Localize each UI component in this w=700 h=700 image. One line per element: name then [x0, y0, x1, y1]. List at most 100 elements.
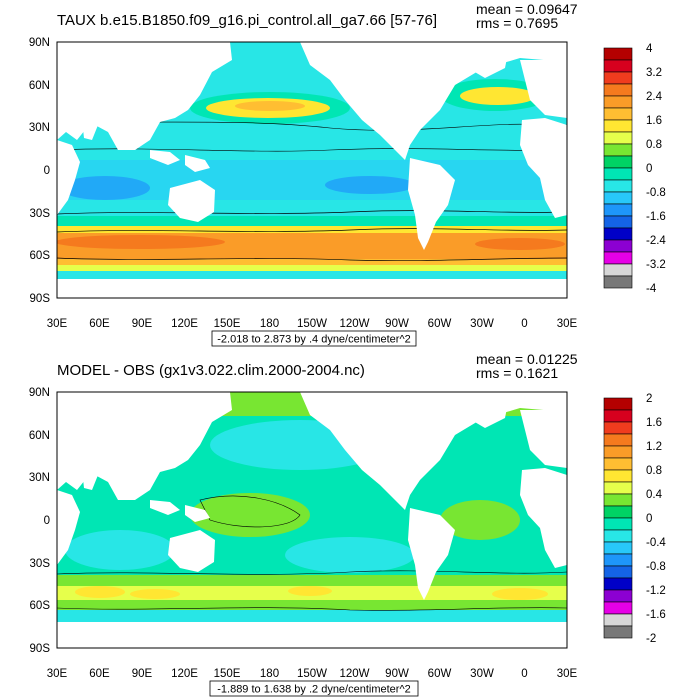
colorbar-swatch: [603, 505, 633, 519]
top-mean-label: mean = 0.09647: [476, 1, 578, 17]
lon-label: 60W: [428, 318, 452, 330]
colorbar-label: -0.8: [646, 561, 666, 573]
lon-label: 60E: [89, 318, 110, 330]
colorbar-label: 1.6: [646, 115, 662, 127]
colorbar-label: 0: [646, 513, 652, 525]
lat-label: 90S: [30, 643, 51, 655]
lon-label: 150E: [214, 668, 241, 680]
lat-label: 0: [44, 515, 50, 527]
bottom-lon-axis: 30E 60E 90E 120E 150E 180 150W 120W 90W …: [47, 668, 578, 680]
top-colorbar: 4 3.2 2.4 1.6 0.8 0 -0.8 -1.6 -2.4 -3.2 -4: [603, 43, 666, 295]
top-land: [57, 42, 567, 250]
colorbar-swatch: [603, 155, 633, 169]
colorbar-swatch: [603, 613, 633, 627]
colorbar-swatch: [603, 167, 633, 181]
lat-label: 60S: [30, 600, 51, 612]
colorbar-swatch: [603, 215, 633, 229]
lat-label: 30N: [29, 122, 50, 134]
colorbar-label: 0: [646, 163, 652, 175]
colorbar-swatch: [603, 541, 633, 555]
colorbar-swatch: [603, 517, 633, 531]
lon-label: 60E: [89, 668, 110, 680]
lon-label: 120E: [171, 318, 198, 330]
colorbar-label: -3.2: [646, 259, 666, 271]
colorbar-swatch: [603, 251, 633, 265]
lon-label: 150E: [214, 318, 241, 330]
colorbar-label: 2.4: [646, 91, 663, 103]
colorbar-swatch: [603, 143, 633, 157]
colorbar-swatch: [603, 107, 633, 121]
lon-label: 150W: [297, 668, 327, 680]
colorbar-swatch: [603, 457, 633, 471]
colorbar-label: -2.4: [646, 235, 666, 247]
top-lat-axis: 90N 60N 30N 0 30S 60S 90S: [29, 37, 50, 305]
top-rms-label: rms = 0.7695: [476, 15, 559, 31]
colorbar-swatch: [603, 191, 633, 205]
lon-label: 0: [521, 318, 527, 330]
bottom-colorbar: 2 1.6 1.2 0.8 0.4 0 -0.4 -0.8 -1.2 -1.6 -2: [603, 393, 666, 645]
lon-label: 30E: [47, 668, 68, 680]
lat-label: 0: [44, 165, 50, 177]
lat-label: 90N: [29, 387, 50, 399]
lon-label: 60W: [428, 668, 452, 680]
colorbar-swatch: [603, 131, 633, 145]
lat-label: 30N: [29, 472, 50, 484]
colorbar-swatch: [603, 263, 633, 277]
top-map-panel: TAUX b.e15.B1850.f09_g16.pi_control.all_…: [29, 1, 666, 347]
bottom-ocean-field: [57, 392, 567, 648]
colorbar-swatch: [603, 481, 633, 495]
top-lon-axis: 30E 60E 90E 120E 150E 180 150W 120W 90W …: [47, 318, 578, 330]
top-subtitle: -2.018 to 2.873 by .4 dyne/centimeter^2: [217, 334, 411, 346]
colorbar-swatch: [603, 203, 633, 217]
colorbar-swatch: [603, 577, 633, 591]
lon-label: 90E: [132, 318, 153, 330]
lat-label: 60N: [29, 430, 50, 442]
bottom-rms-label: rms = 0.1621: [476, 365, 559, 381]
lon-label: 30W: [470, 668, 494, 680]
colorbar-swatch: [603, 625, 633, 639]
lat-label: 30S: [30, 558, 51, 570]
lon-label: 180: [260, 668, 279, 680]
colorbar-swatch: [603, 469, 633, 483]
colorbar-swatch: [603, 529, 633, 543]
colorbar-swatch: [603, 421, 633, 435]
lon-label: 0: [521, 668, 527, 680]
colorbar-swatch: [603, 179, 633, 193]
lon-label: 30E: [557, 668, 578, 680]
lon-label: 90W: [385, 318, 409, 330]
colorbar-swatch: [603, 445, 633, 459]
lon-label: 120W: [339, 318, 369, 330]
colorbar-swatch: [603, 59, 633, 73]
colorbar-label: -0.8: [646, 187, 666, 199]
lat-label: 30S: [30, 208, 51, 220]
colorbar-label: 1.2: [646, 441, 662, 453]
colorbar-label: -0.4: [646, 537, 666, 549]
colorbar-label: -1.6: [646, 211, 666, 223]
lon-label: 90W: [385, 668, 409, 680]
bottom-lat-axis: 90N 60N 30N 0 30S 60S 90S: [29, 387, 50, 655]
bottom-land: [57, 392, 567, 600]
lon-label: 30W: [470, 318, 494, 330]
lon-label: 150W: [297, 318, 327, 330]
lat-label: 60N: [29, 80, 50, 92]
lon-label: 30E: [47, 318, 68, 330]
colorbar-swatch: [603, 239, 633, 253]
colorbar-swatch: [603, 275, 633, 289]
lon-label: 120W: [339, 668, 369, 680]
colorbar-swatch: [603, 553, 633, 567]
colorbar-swatch: [603, 95, 633, 109]
colorbar-swatch: [603, 493, 633, 507]
colorbar-swatch: [603, 433, 633, 447]
lat-label: 90S: [30, 293, 51, 305]
lat-label: 90N: [29, 37, 50, 49]
colorbar-label: 2: [646, 393, 652, 405]
colorbar-swatch: [603, 397, 633, 411]
bottom-map-frame: [56, 391, 568, 649]
lon-label: 120E: [171, 668, 198, 680]
top-map-frame: [56, 41, 568, 299]
colorbar-swatch: [603, 601, 633, 615]
colorbar-swatch: [603, 47, 633, 61]
colorbar-swatch: [603, 83, 633, 97]
bottom-panel-title: MODEL - OBS (gx1v3.022.clim.2000-2004.nc…: [57, 362, 365, 379]
colorbar-label: 0.8: [646, 465, 662, 477]
